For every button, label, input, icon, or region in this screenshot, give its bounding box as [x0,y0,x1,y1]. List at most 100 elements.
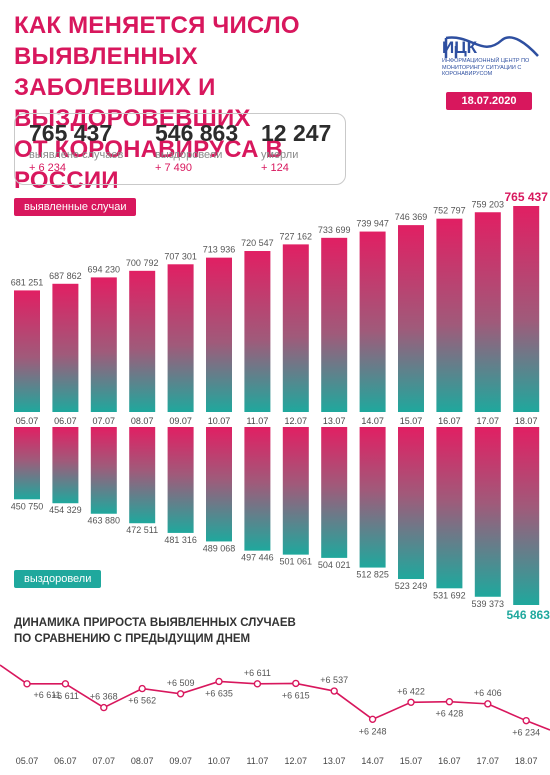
recovered-bar [321,427,348,558]
growth-date-label: 18.07 [515,756,538,766]
recovered-bar-label: 501 061 [280,557,313,567]
cases-bar [359,231,386,412]
cases-bar [14,290,40,412]
growth-point [292,679,300,688]
growth-title-line-1: ДИНАМИКА ПРИРОСТА ВЫЯВЛЕННЫХ СЛУЧАЕВ [14,617,296,629]
growth-point [253,680,262,688]
recovered-bar-label: 463 880 [88,516,121,526]
cases-bar-label: 681 251 [11,277,44,287]
growth-point-label: +6 611 [33,690,60,700]
title-line-2: ЗАБОЛЕВШИХ И ВЫЗДОРОВЕВШИХ [14,74,251,132]
recovered-bar-label: 454 329 [49,505,82,515]
cases-bar [167,264,194,412]
cases-bar-chart: 681 251 05.07 687 862 06.07 694 230 07.07 700 … [11,190,548,426]
cases-bar [282,244,309,412]
recovered-bar [474,427,501,597]
cases-date-label: 18.07 [515,416,538,426]
cases-bar-label: 752 797 [433,206,466,216]
stat-cases-label: выявлено случаев [29,149,124,161]
cases-date-label: 12.07 [285,416,308,426]
stat-deaths-label: умерли [261,149,299,161]
growth-date-label: 14.07 [361,756,384,766]
growth-title-line-2: ПО СРАВНЕНИЮ С ПРЕДЫДУЩИМ ДНЕМ [14,633,251,645]
recovered-bar-label: 497 446 [241,553,274,563]
recovered-bar [206,427,232,542]
growth-point-label: +6 406 [474,688,502,698]
cases-bar-label: 765 437 [505,190,549,204]
recovered-bar [90,427,117,514]
cases-date-label: 08.07 [131,416,154,426]
recovered-bar-label: 531 692 [433,590,466,600]
stat-cases-delta: + 6 234 [29,162,67,174]
cases-bar [206,257,232,412]
cases-bar [398,225,424,412]
growth-point-label: +6 635 [205,688,233,698]
cases-bar-label: 759 203 [472,199,505,209]
recovered-bar-label: 450 750 [11,501,44,511]
recovered-bar [436,427,463,589]
growth-point [138,684,146,693]
growth-point [23,680,31,688]
growth-date-label: 07.07 [93,756,116,766]
date-badge: 18.07.2020 [446,92,532,110]
recovered-bar [513,427,540,605]
stat-cases-value: 765 437 [29,120,113,146]
cases-bar [52,283,79,412]
growth-point-label: +6 422 [397,686,425,696]
cases-bar-label: 687 862 [49,271,82,281]
growth-date-label: 05.07 [16,756,39,766]
stats-panel: 765 437 выявлено случаев + 6 234 546 863… [14,113,346,185]
stat-recovered-delta: + 7 490 [155,162,193,174]
recovered-bar [167,427,194,533]
page-title: КАК МЕНЯЕТСЯ ЧИСЛО ВЫЯВЛЕННЫХ ЗАБОЛЕВШИХ… [14,10,394,196]
recovered-bar-chart: 450 750 454 329 463 880 472 511 481 316 489 0… [11,427,550,622]
recovered-bar-label: 489 068 [203,543,236,553]
cases-bar-label: 746 369 [395,212,428,222]
growth-point-label: +6 368 [90,692,118,702]
cases-bar [129,270,156,412]
growth-line [0,664,550,731]
growth-point [61,680,70,688]
recovered-legend-tag: выздоровели [14,570,102,588]
title-line-1: КАК МЕНЯЕТСЯ ЧИСЛО ВЫЯВЛЕННЫХ [14,12,300,70]
cases-bar-label: 694 230 [88,264,121,274]
growth-point-label: +6 611 [52,691,79,701]
growth-point [522,716,530,725]
cases-bar-label: 727 162 [280,231,313,241]
recovered-bar-label: 481 316 [164,535,197,545]
recovered-bar [14,427,40,500]
cases-date-label: 14.07 [361,416,384,426]
cases-bar [321,237,348,412]
growth-point [100,703,108,712]
growth-date-label: 10.07 [208,756,231,766]
growth-date-label: 16.07 [438,756,461,766]
stat-deaths-delta: + 124 [261,162,289,174]
logo-icon [444,36,539,58]
cases-bar [90,277,117,412]
growth-point-label: +6 428 [436,709,464,719]
cases-date-label: 07.07 [93,416,116,426]
recovered-bar-label: 546 863 [507,608,550,622]
recovered-bar-label: 504 021 [318,560,351,570]
growth-point-label: +6 537 [320,675,348,685]
growth-point-label: +6 562 [128,696,156,706]
growth-point [176,690,185,698]
recovered-bar-label: 472 511 [126,525,158,535]
cases-date-label: 17.07 [477,416,500,426]
cases-date-label: 16.07 [438,416,461,426]
title-line-3: ОТ КОРОНАВИРУСА В РОССИИ [14,136,284,194]
cases-bar [244,251,271,412]
growth-line-chart: +6 611 05.07 +6 611 06.07 +6 368 07.07 +6 562 0… [0,664,550,766]
growth-date-label: 12.07 [285,756,308,766]
recovered-bar [359,427,386,568]
stat-recovered-value: 546 863 [155,120,239,146]
stat-recovered: 546 863 выздоровели + 7 490 [155,120,238,174]
cases-date-label: 05.07 [16,416,39,426]
recovered-bar [398,427,424,580]
cases-date-label: 15.07 [400,416,423,426]
growth-date-label: 06.07 [54,756,77,766]
cases-bar-label: 720 547 [241,238,274,248]
recovered-bar-label: 539 373 [472,599,505,609]
cases-bar-label: 713 936 [203,245,236,255]
